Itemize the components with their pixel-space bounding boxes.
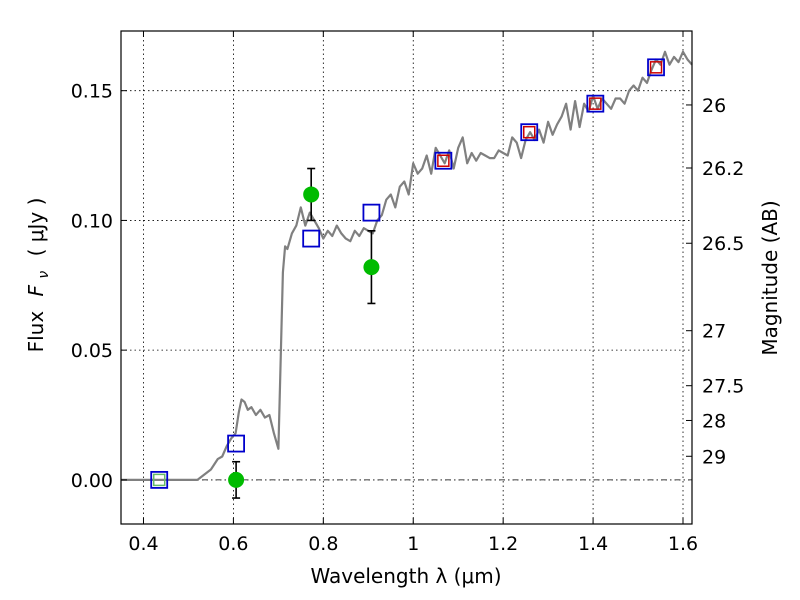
- model-flux-square: [227, 434, 245, 453]
- y-axis-label-unit: ( μJy ): [24, 198, 48, 257]
- model-flux-square: [434, 151, 453, 170]
- model-flux-square: [150, 470, 169, 489]
- secondary-flux-square: [437, 154, 450, 167]
- x-tick-label: 1: [407, 533, 419, 555]
- y-tick-label: 0.10: [71, 210, 113, 232]
- x-tick-label: 0.8: [308, 533, 338, 555]
- y2-tick-label: 26.5: [702, 233, 744, 255]
- y2-tick-label: 28: [702, 410, 726, 432]
- x-tick-label: 1.2: [488, 533, 518, 555]
- x-tick-label: 1.6: [668, 533, 698, 555]
- secondary-flux-square: [522, 125, 536, 139]
- secondary-flux-square: [152, 473, 166, 487]
- x-tick-label: 1.4: [578, 533, 608, 555]
- y-tick-label: 0.15: [71, 81, 113, 103]
- data-layer: [121, 50, 693, 499]
- y-axis-label-text: Flux: [24, 311, 48, 353]
- model-spectrum-line: [121, 50, 693, 481]
- y2-axis-label: Magnitude (AB): [758, 200, 782, 355]
- y-axis-label: Flux F ν ( μJy ): [24, 198, 53, 353]
- y2-tick-label: 29: [702, 446, 726, 468]
- model-flux-square: [586, 94, 605, 113]
- model-flux-square: [302, 229, 321, 248]
- y-tick-label: 0.05: [71, 340, 113, 362]
- grid-layer: [121, 31, 692, 524]
- plot-frame: [120, 30, 693, 525]
- y-tick-label: 0.00: [71, 470, 113, 492]
- measured-flux-point: [228, 471, 245, 488]
- y2-tick-label: 26: [702, 95, 726, 117]
- model-flux-square: [520, 123, 539, 142]
- secondary-flux-square: [649, 61, 663, 74]
- model-flux-square: [362, 203, 381, 222]
- secondary-flux-square: [589, 97, 602, 110]
- x-axis-label: Wavelength λ (μm): [310, 564, 501, 588]
- x-tick-label: 0.4: [128, 533, 158, 555]
- x-tick-label: 0.6: [218, 533, 248, 555]
- model-flux-square: [647, 58, 665, 77]
- y2-tick-label: 27: [702, 321, 726, 343]
- y2-tick-label: 27.5: [702, 376, 744, 398]
- y2-tick-label: 26.2: [702, 158, 744, 180]
- y-axis-label-math-sub: ν: [36, 271, 52, 279]
- measured-flux-point: [303, 186, 320, 203]
- y-axis-label-math: F: [24, 284, 48, 296]
- measured-flux-point: [363, 259, 380, 276]
- tick-layer: 0.4 0.6 0.8 1 1.2 1.4 1.6 0.00 0.05 0.10 0.15 26 26.…: [71, 31, 744, 555]
